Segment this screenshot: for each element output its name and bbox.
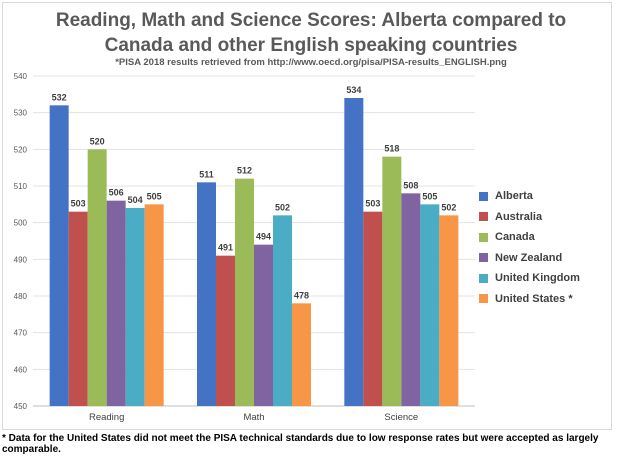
data-label: 532: [52, 92, 67, 102]
bar: [197, 182, 216, 406]
bar: [49, 105, 69, 406]
bar: [382, 156, 402, 406]
chart-legend: Alberta Australia Canada New Zealand United …: [479, 186, 580, 309]
data-label: 505: [147, 191, 162, 201]
data-label: 518: [384, 144, 399, 154]
legend-label: Australia: [495, 210, 543, 223]
data-label: 502: [441, 202, 456, 212]
bar: [87, 149, 107, 407]
data-label: 502: [275, 202, 290, 212]
data-label: 534: [346, 85, 361, 95]
data-label: 506: [109, 188, 124, 198]
legend-swatch: [479, 294, 488, 304]
legend-label: United Kingdom: [495, 272, 580, 285]
chart-subtitle: *PISA 2018 results retrieved from http:/…: [115, 57, 507, 68]
data-label: 505: [422, 191, 437, 201]
data-label: 520: [90, 136, 105, 146]
y-tick-label: 460: [14, 365, 28, 374]
data-label: 504: [128, 195, 143, 205]
y-tick-label: 490: [14, 255, 28, 264]
data-label: 511: [199, 169, 214, 179]
bar: [68, 211, 88, 406]
y-tick-label: 540: [14, 72, 28, 81]
legend-label: United States *: [495, 292, 573, 305]
footnote: * Data for the United States did not mee…: [2, 433, 599, 455]
data-label: 494: [256, 232, 271, 242]
y-tick-label: 480: [14, 292, 28, 301]
legend-item: United Kingdom: [479, 268, 580, 289]
y-tick-label: 450: [14, 402, 28, 411]
bar: [235, 178, 254, 406]
data-label: 503: [71, 199, 86, 209]
legend-item: Alberta: [479, 186, 580, 207]
bar: [292, 303, 311, 406]
data-label: 512: [237, 166, 252, 176]
y-tick-label: 520: [14, 145, 28, 154]
y-tick-label: 500: [14, 219, 28, 228]
bar: [401, 193, 421, 406]
legend-swatch: [479, 253, 488, 263]
x-tick-label: Math: [243, 412, 264, 423]
y-tick-label: 530: [14, 109, 28, 118]
bar: [344, 98, 364, 406]
legend-label: Canada: [495, 231, 535, 244]
legend-swatch: [479, 232, 488, 242]
legend-item: New Zealand: [479, 248, 580, 269]
bar: [439, 215, 459, 406]
legend-item: United States *: [479, 289, 580, 310]
bar: [363, 211, 383, 406]
data-label: 491: [218, 243, 233, 253]
legend-label: New Zealand: [495, 251, 563, 264]
bar: [420, 204, 440, 406]
x-tick-label: Reading: [89, 412, 124, 423]
data-label: 503: [365, 199, 380, 209]
legend-swatch: [479, 212, 488, 222]
data-label: 508: [403, 180, 418, 190]
chart-title: Reading, Math and Science Scores: Albert…: [0, 8, 622, 58]
bar: [125, 208, 145, 406]
y-tick-label: 470: [14, 329, 28, 338]
legend-item: Canada: [479, 227, 580, 248]
legend-item: Australia: [479, 207, 580, 228]
legend-label: Alberta: [495, 190, 533, 203]
legend-swatch: [479, 273, 488, 283]
chart-title-line-2: Canada and other English speaking countr…: [104, 35, 518, 56]
bar: [144, 204, 164, 406]
y-tick-label: 510: [14, 182, 28, 191]
legend-swatch: [479, 191, 488, 201]
bar: [254, 244, 273, 406]
x-tick-label: Science: [384, 412, 418, 423]
data-label: 478: [294, 290, 309, 300]
bar: [106, 200, 126, 406]
chart-title-line-1: Reading, Math and Science Scores: Albert…: [55, 10, 567, 31]
bar: [216, 255, 235, 406]
bar: [273, 215, 292, 406]
